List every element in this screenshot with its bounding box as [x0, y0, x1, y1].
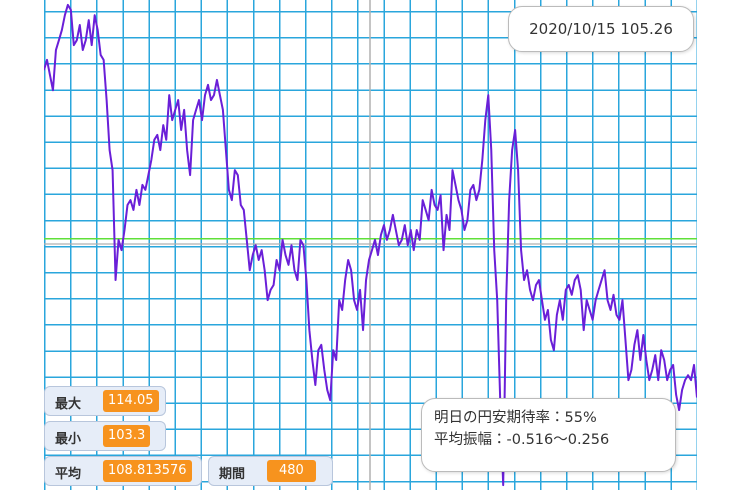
stat-average: 平均 108.813576 — [44, 456, 202, 486]
stat-period: 期間 480 — [208, 456, 333, 486]
tooltip-date: 2020/10/15 — [529, 20, 616, 38]
forecast-rate: 明日の円安期待率：55% — [434, 410, 597, 426]
tooltip-value: 105.26 — [620, 20, 673, 38]
tooltip: 2020/10/15 105.26 — [508, 6, 694, 52]
stat-value: 103.3 — [103, 425, 151, 447]
stat-min: 最小 103.3 — [44, 421, 166, 451]
stat-label: 期間 — [219, 467, 246, 482]
chart — [44, 0, 697, 490]
stat-value: 480 — [267, 460, 316, 482]
stat-value: 114.05 — [103, 390, 159, 412]
stat-label: 最大 — [55, 397, 82, 412]
price-line — [44, 3, 697, 487]
forecast-amplitude: 平均振幅：-0.516〜0.256 — [434, 432, 610, 448]
stat-label: 最小 — [55, 432, 82, 447]
stat-max: 最大 114.05 — [44, 386, 166, 416]
forecast-box: 明日の円安期待率：55% 平均振幅：-0.516〜0.256 — [421, 398, 676, 472]
stat-value: 108.813576 — [103, 460, 192, 482]
stat-label: 平均 — [55, 467, 82, 482]
